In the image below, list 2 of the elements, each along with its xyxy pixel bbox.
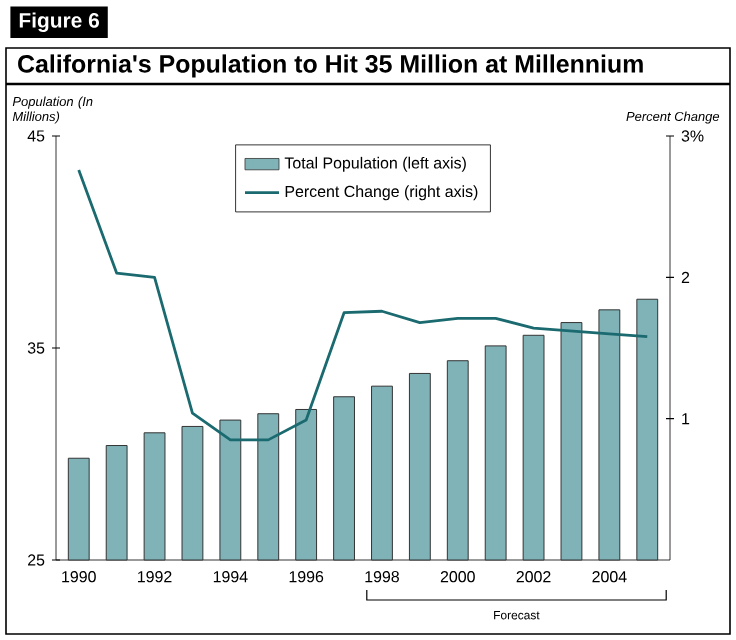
caption: Figure 6 — [19, 12, 99, 32]
chart-title: California's Population to Hit 35 Million at Millennium — [18, 54, 643, 78]
